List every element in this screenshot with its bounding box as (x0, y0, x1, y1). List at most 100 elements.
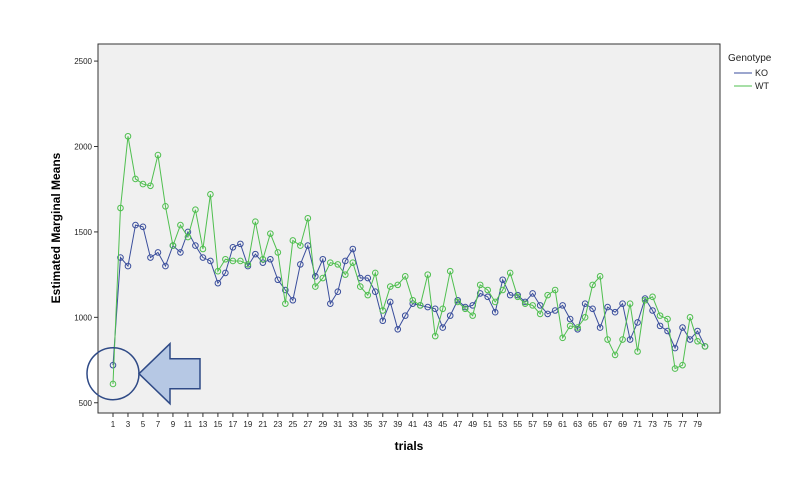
point-wt-55 (514, 293, 521, 301)
point-wt-65 (589, 281, 596, 289)
point-ko-2 (117, 254, 124, 261)
point-wt-70 (626, 300, 634, 307)
point-wt-26 (297, 242, 304, 249)
point-wt-63 (574, 324, 581, 331)
point-ko-75 (664, 327, 671, 335)
series-line-ko (112, 224, 706, 366)
point-ko-40 (401, 312, 409, 319)
point-ko-16 (222, 269, 229, 277)
series-ko (109, 221, 709, 369)
point-ko-61 (559, 302, 566, 309)
point-ko-22 (267, 255, 274, 263)
point-ko-51 (484, 293, 491, 301)
y-axis-title: Estimated Marginal Means (49, 152, 63, 303)
point-wt-61 (559, 334, 566, 342)
point-wt-57 (529, 302, 536, 309)
x-tick-label-33: 33 (348, 420, 357, 429)
point-ko-3 (124, 262, 132, 270)
x-tick-label-5: 5 (141, 420, 146, 429)
point-wt-5 (139, 180, 147, 188)
series-wt (109, 132, 709, 388)
point-wt-16 (222, 255, 229, 263)
point-ko-50 (476, 290, 484, 297)
point-ko-59 (544, 310, 551, 318)
point-ko-17 (229, 243, 237, 251)
x-tick-label-61: 61 (558, 420, 567, 429)
point-ko-32 (342, 257, 349, 265)
x-tick-label-49: 49 (468, 420, 477, 429)
point-ko-68 (611, 308, 619, 316)
point-ko-36 (371, 288, 379, 296)
point-wt-28 (312, 283, 319, 290)
point-wt-60 (551, 286, 559, 294)
x-tick-label-77: 77 (678, 420, 687, 429)
point-wt-56 (521, 300, 529, 307)
point-wt-49 (469, 312, 476, 319)
x-axis: 1 3 5 7 9 11 13 15 17 19 21 23 25 27 29 31 33 35 37 39 41 43 4… (111, 413, 703, 429)
point-wt-66 (596, 273, 604, 280)
point-wt-4 (132, 175, 139, 183)
point-wt-19 (244, 261, 252, 268)
point-ko-31 (334, 288, 342, 296)
x-axis-title: trials (395, 439, 424, 453)
point-ko-70 (626, 336, 634, 343)
point-ko-69 (619, 300, 626, 307)
x-tick-label-53: 53 (498, 420, 507, 429)
x-tick-label-3: 3 (126, 420, 131, 429)
x-tick-label-29: 29 (318, 420, 327, 429)
point-wt-43 (424, 271, 432, 278)
legend: Genotype KO WT (728, 53, 772, 91)
x-tick-label-11: 11 (184, 420, 193, 429)
x-tick-label-75: 75 (663, 420, 672, 429)
point-ko-12 (192, 242, 199, 249)
y-tick-label-500: 500 (79, 399, 93, 408)
point-wt-44 (431, 332, 439, 340)
point-ko-44 (431, 305, 439, 313)
point-wt-1 (109, 380, 117, 388)
point-wt-3 (124, 132, 132, 140)
point-ko-35 (364, 274, 372, 282)
x-tick-label-35: 35 (363, 420, 372, 429)
point-ko-26 (297, 261, 304, 268)
point-wt-13 (199, 245, 207, 253)
point-wt-52 (491, 298, 499, 306)
point-ko-33 (349, 245, 357, 253)
point-ko-15 (214, 279, 222, 287)
point-ko-38 (386, 298, 394, 306)
legend-title: Genotype (728, 53, 772, 64)
point-ko-65 (589, 305, 596, 313)
x-tick-label-73: 73 (648, 420, 657, 429)
point-wt-69 (619, 336, 626, 343)
x-tick-label-63: 63 (573, 420, 582, 429)
point-wt-2 (117, 204, 124, 212)
point-wt-40 (401, 273, 409, 280)
point-ko-21 (259, 259, 267, 266)
x-tick-label-13: 13 (198, 420, 207, 429)
x-tick-label-45: 45 (438, 420, 447, 429)
x-tick-label-23: 23 (273, 420, 282, 429)
x-tick-label-9: 9 (171, 420, 176, 429)
point-ko-57 (529, 290, 536, 297)
point-ko-10 (177, 249, 184, 256)
point-wt-73 (649, 293, 656, 301)
x-tick-label-7: 7 (156, 420, 161, 429)
point-wt-48 (461, 305, 469, 313)
x-tick-label-27: 27 (303, 420, 312, 429)
point-ko-43 (424, 303, 432, 311)
point-ko-23 (274, 276, 282, 284)
point-wt-29 (319, 274, 327, 282)
x-tick-label-71: 71 (633, 420, 642, 429)
point-wt-25 (289, 237, 297, 244)
y-tick-label-1000: 1000 (74, 313, 92, 322)
point-ko-20 (252, 250, 259, 258)
x-tick-label-21: 21 (258, 420, 267, 429)
point-wt-53 (499, 286, 506, 294)
point-wt-30 (327, 259, 334, 266)
point-ko-39 (394, 325, 402, 333)
point-wt-32 (342, 271, 349, 278)
point-ko-28 (312, 273, 319, 280)
point-wt-51 (484, 286, 491, 294)
point-wt-50 (476, 281, 484, 289)
x-tick-label-19: 19 (243, 420, 252, 429)
